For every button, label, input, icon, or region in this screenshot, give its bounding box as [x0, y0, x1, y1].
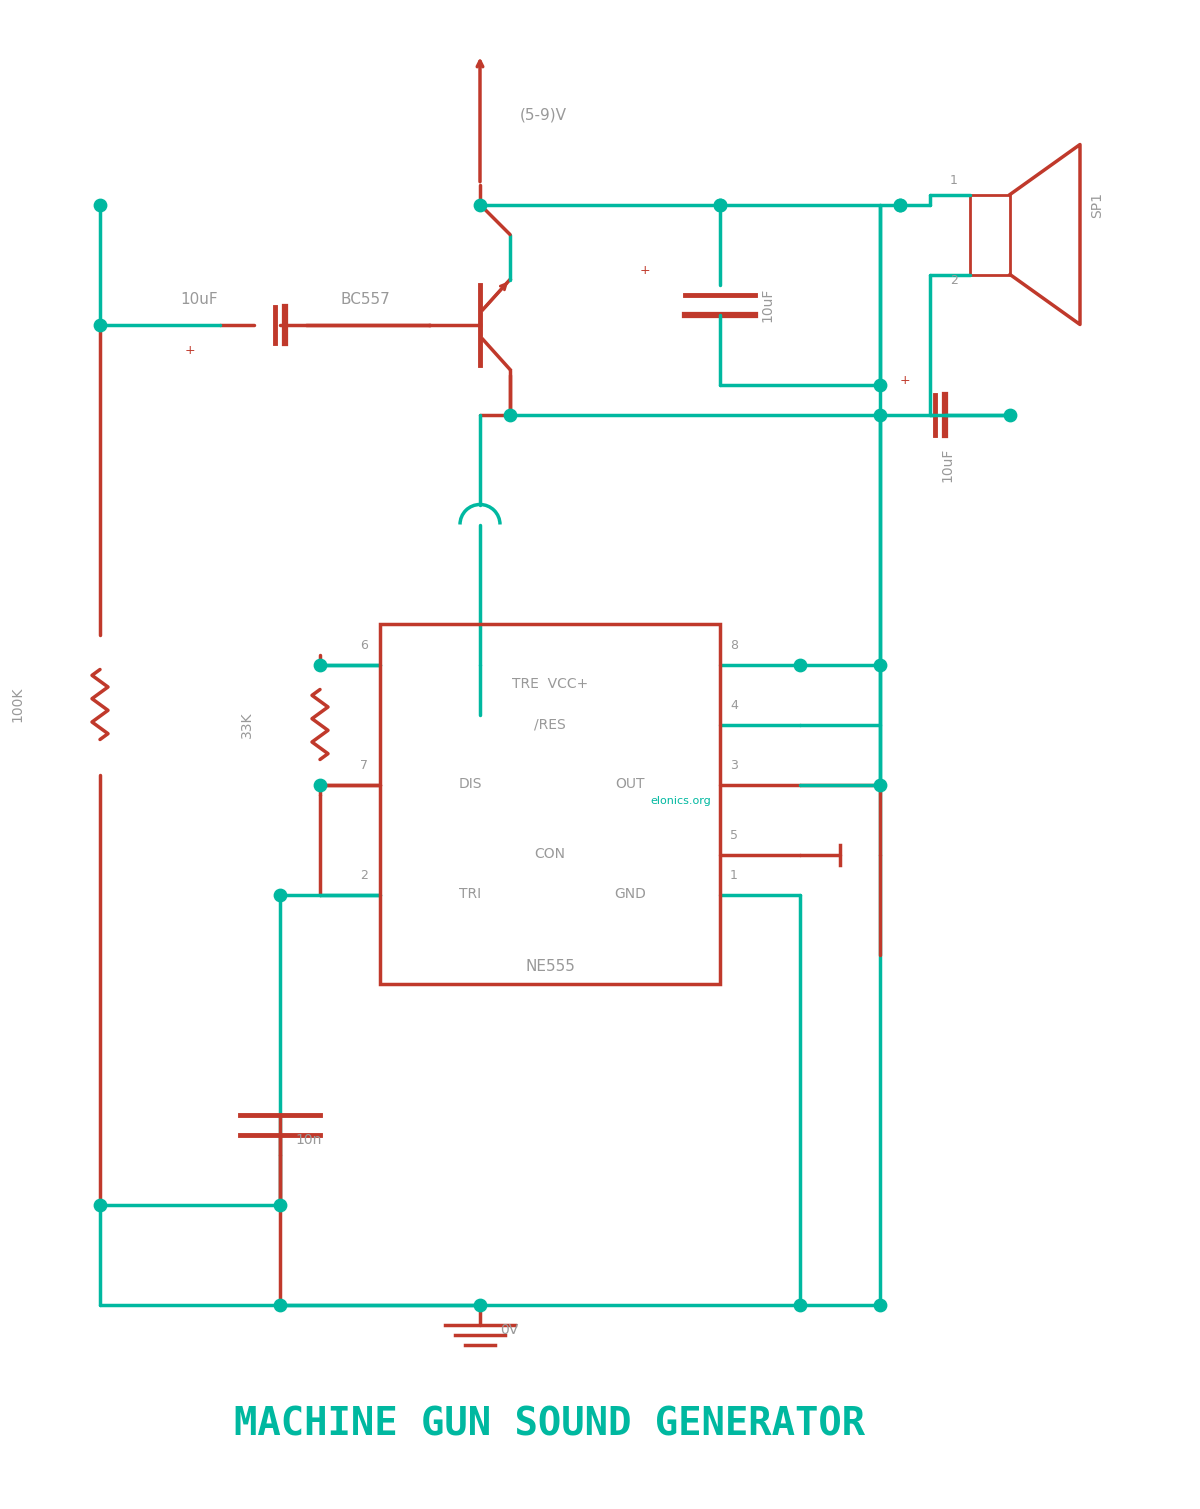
Point	[710, 193, 730, 217]
Text: 10n: 10n	[295, 1133, 322, 1147]
Text: OUT: OUT	[616, 777, 644, 792]
Text: 5: 5	[730, 830, 738, 842]
Point	[470, 193, 490, 217]
Text: +: +	[900, 374, 911, 388]
Point	[1001, 403, 1020, 427]
Bar	[380, 625, 720, 984]
Point	[870, 1292, 889, 1316]
Text: 10uF: 10uF	[940, 447, 954, 481]
Point	[311, 773, 330, 797]
Text: (5-9)V: (5-9)V	[520, 107, 568, 122]
Text: 33K: 33K	[240, 711, 254, 738]
Text: /RES: /RES	[534, 717, 566, 732]
Text: MACHINE GUN SOUND GENERATOR: MACHINE GUN SOUND GENERATOR	[234, 1405, 865, 1444]
Point	[890, 193, 910, 217]
Bar	[970, 195, 1010, 275]
Point	[270, 1192, 289, 1216]
Text: BC557: BC557	[340, 293, 390, 308]
Text: 7: 7	[360, 759, 368, 773]
Point	[90, 312, 109, 337]
Point	[90, 193, 109, 217]
Text: NE555: NE555	[526, 960, 575, 975]
Text: +: +	[185, 344, 196, 358]
Text: 1: 1	[950, 175, 958, 187]
Point	[870, 403, 889, 427]
Point	[791, 1292, 810, 1316]
Point	[500, 403, 520, 427]
Point	[890, 193, 910, 217]
Text: 2: 2	[360, 869, 368, 883]
Point	[311, 652, 330, 676]
Point	[90, 1192, 109, 1216]
Text: 2: 2	[950, 275, 958, 288]
Point	[270, 883, 289, 907]
Text: 4: 4	[730, 700, 738, 712]
Text: SP1: SP1	[1090, 192, 1104, 217]
Text: GND: GND	[614, 887, 646, 901]
Point	[270, 1292, 289, 1316]
Text: TRI: TRI	[458, 887, 481, 901]
Text: CON: CON	[534, 848, 565, 862]
Point	[870, 773, 889, 797]
Text: 3: 3	[730, 759, 738, 773]
Text: TRE  VCC+: TRE VCC+	[512, 678, 588, 691]
Point	[710, 193, 730, 217]
Text: 0V: 0V	[500, 1323, 518, 1337]
Text: DIS: DIS	[458, 777, 481, 792]
Text: +: +	[640, 264, 650, 278]
Text: 10uF: 10uF	[180, 293, 217, 308]
Point	[870, 652, 889, 676]
Point	[870, 373, 889, 397]
Text: 100K: 100K	[10, 687, 24, 723]
Point	[470, 1292, 490, 1316]
Text: elonics.org: elonics.org	[650, 797, 710, 806]
Text: 8: 8	[730, 640, 738, 652]
Point	[791, 652, 810, 676]
Text: 6: 6	[360, 640, 368, 652]
Text: 10uF: 10uF	[760, 287, 774, 321]
Text: 1: 1	[730, 869, 738, 883]
